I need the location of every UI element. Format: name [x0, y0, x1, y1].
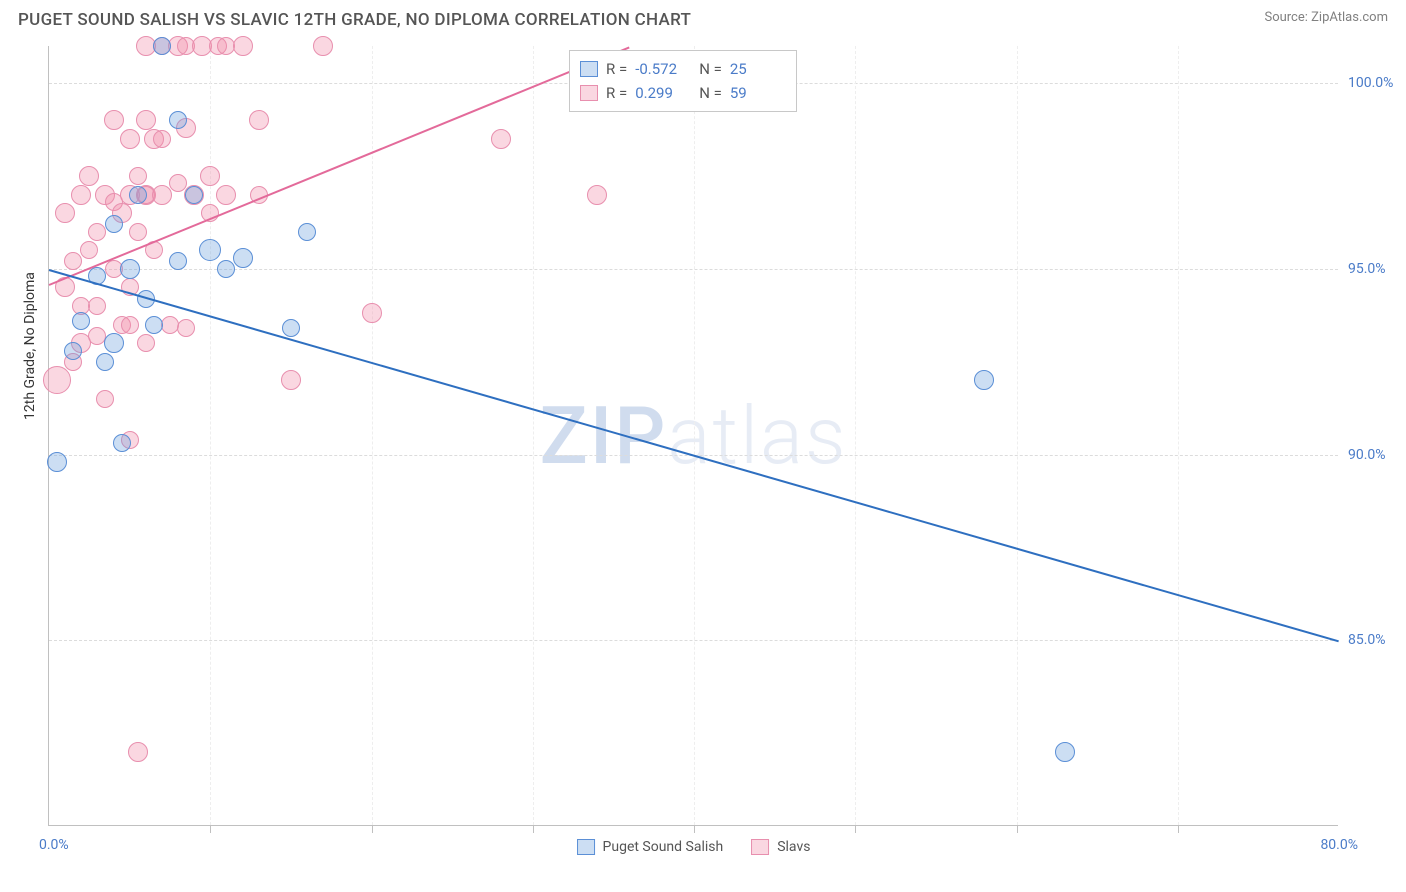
stats-n-label: N =	[699, 57, 722, 81]
scatter-point-pink	[71, 185, 91, 205]
scatter-point-pink	[233, 36, 253, 56]
scatter-point-pink	[362, 303, 382, 323]
x-tick	[533, 825, 534, 833]
y-tick-label: 100.0%	[1348, 75, 1406, 91]
legend: Puget Sound Salish Slavs	[577, 839, 811, 855]
scatter-point-pink	[136, 110, 156, 130]
scatter-point-blue	[104, 333, 124, 353]
x-tick	[372, 825, 373, 833]
scatter-point-pink	[216, 185, 236, 205]
scatter-point-blue	[169, 111, 187, 129]
scatter-point-pink	[80, 241, 98, 259]
source-label: Source: ZipAtlas.com	[1264, 10, 1388, 25]
stats-r-value: -0.572	[635, 57, 691, 81]
gridline-vertical	[533, 46, 534, 825]
gridline-vertical	[372, 46, 373, 825]
stats-r-label: R =	[606, 57, 627, 81]
y-axis-title: 12th Grade, No Diploma	[22, 272, 38, 420]
scatter-point-pink	[587, 185, 607, 205]
scatter-point-pink	[137, 334, 155, 352]
legend-swatch-pink	[751, 839, 769, 855]
scatter-point-blue	[217, 260, 235, 278]
scatter-point-blue	[113, 434, 131, 452]
scatter-point-pink	[153, 130, 171, 148]
stats-row-pink: R = 0.299 N = 59	[580, 81, 786, 105]
chart-plot-area: ZIPatlas 85.0%90.0%95.0%100.0%0.0%80.0%R…	[48, 46, 1338, 826]
legend-item-pink: Slavs	[751, 839, 810, 855]
gridline-vertical	[855, 46, 856, 825]
stats-n-label: N =	[699, 81, 722, 105]
stats-n-value: 25	[730, 57, 786, 81]
stats-swatch-blue	[580, 61, 598, 77]
trendline-pink	[49, 46, 630, 286]
stats-r-label: R =	[606, 81, 627, 105]
scatter-point-pink	[88, 297, 106, 315]
y-tick-label: 90.0%	[1348, 447, 1406, 463]
scatter-point-pink	[96, 390, 114, 408]
scatter-point-pink	[104, 110, 124, 130]
scatter-point-pink	[129, 167, 147, 185]
x-axis-min-label: 0.0%	[39, 837, 69, 853]
scatter-point-blue	[199, 239, 221, 261]
scatter-point-pink	[129, 223, 147, 241]
scatter-point-pink	[120, 129, 140, 149]
scatter-point-pink	[128, 742, 148, 762]
scatter-point-blue	[129, 186, 147, 204]
gridline-vertical	[210, 46, 211, 825]
gridline-vertical	[694, 46, 695, 825]
stats-r-value: 0.299	[635, 81, 691, 105]
scatter-point-pink	[177, 319, 195, 337]
scatter-point-blue	[105, 215, 123, 233]
x-tick	[694, 825, 695, 833]
scatter-point-blue	[169, 252, 187, 270]
scatter-point-pink	[152, 185, 172, 205]
scatter-point-blue	[153, 37, 171, 55]
scatter-point-blue	[298, 223, 316, 241]
scatter-point-blue	[64, 342, 82, 360]
scatter-point-blue	[145, 316, 163, 334]
scatter-point-blue	[72, 312, 90, 330]
stats-box: R = -0.572 N = 25 R = 0.299 N = 59	[569, 50, 797, 112]
stats-n-value: 59	[730, 81, 786, 105]
scatter-point-blue	[974, 370, 994, 390]
scatter-point-blue	[96, 353, 114, 371]
scatter-point-pink	[79, 166, 99, 186]
legend-label: Slavs	[777, 839, 810, 855]
scatter-point-blue	[47, 452, 67, 472]
chart-title: PUGET SOUND SALISH VS SLAVIC 12TH GRADE,…	[18, 10, 691, 30]
scatter-point-pink	[200, 166, 220, 186]
scatter-point-blue	[233, 248, 253, 268]
y-tick-label: 85.0%	[1348, 632, 1406, 648]
stats-row-blue: R = -0.572 N = 25	[580, 57, 786, 81]
scatter-point-pink	[64, 252, 82, 270]
x-tick	[1178, 825, 1179, 833]
legend-label: Puget Sound Salish	[603, 839, 724, 855]
x-axis-max-label: 80.0%	[1320, 837, 1358, 853]
y-tick-label: 95.0%	[1348, 261, 1406, 277]
legend-item-blue: Puget Sound Salish	[577, 839, 724, 855]
stats-swatch-pink	[580, 85, 598, 101]
scatter-point-pink	[121, 316, 139, 334]
scatter-point-pink	[313, 36, 333, 56]
scatter-point-blue	[185, 186, 203, 204]
gridline-vertical	[1017, 46, 1018, 825]
scatter-point-pink	[249, 110, 269, 130]
x-tick	[855, 825, 856, 833]
scatter-point-blue	[1055, 742, 1075, 762]
x-tick	[210, 825, 211, 833]
scatter-point-pink	[281, 370, 301, 390]
scatter-point-pink	[55, 203, 75, 223]
scatter-point-blue	[282, 319, 300, 337]
gridline-vertical	[1178, 46, 1179, 825]
scatter-point-pink	[491, 129, 511, 149]
scatter-point-blue	[120, 259, 140, 279]
scatter-point-pink	[161, 316, 179, 334]
x-tick	[1017, 825, 1018, 833]
scatter-point-pink	[43, 366, 71, 394]
legend-swatch-blue	[577, 839, 595, 855]
